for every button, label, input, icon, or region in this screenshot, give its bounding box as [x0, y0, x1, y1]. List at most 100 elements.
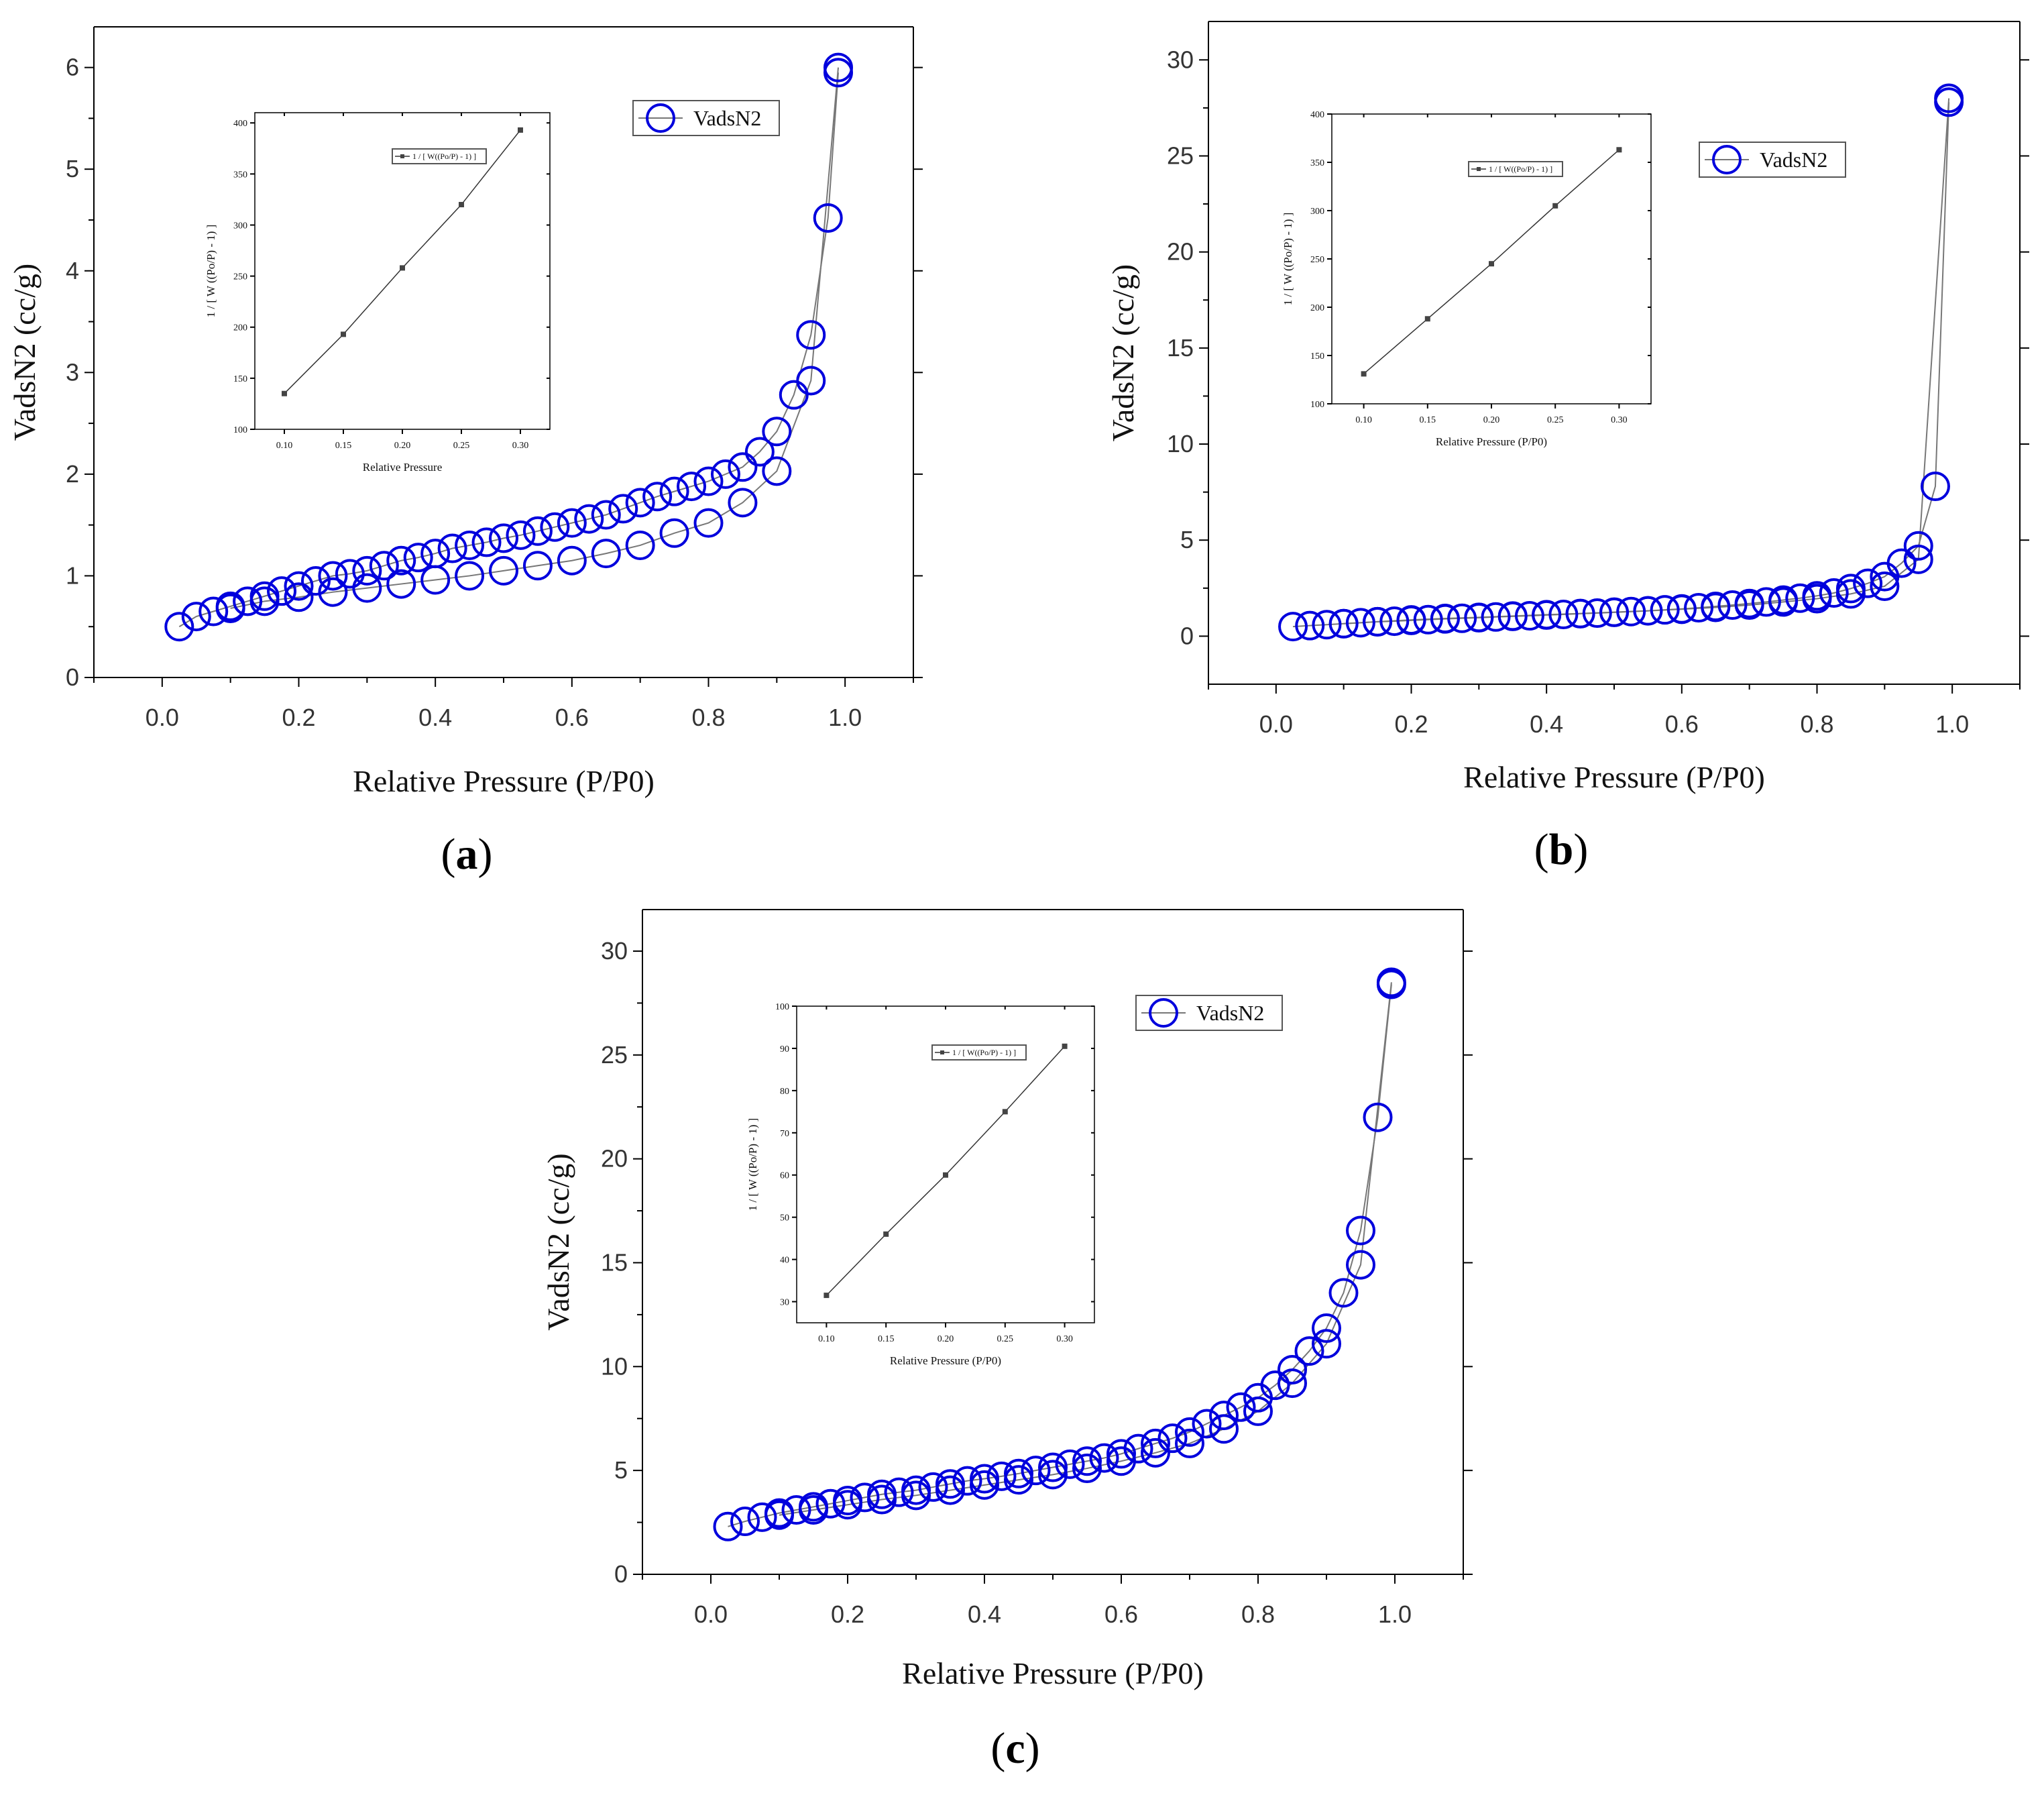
inset-y-tick-label: 200: [1310, 303, 1324, 313]
data-point-adsorption: [1650, 595, 1680, 625]
data-point-desorption: [489, 555, 518, 586]
data-point-adsorption: [1345, 608, 1375, 638]
x-tick-label: 0.8: [1800, 710, 1833, 738]
x-axis-title: Relative Pressure (P/P0): [353, 764, 655, 798]
data-point-adsorption: [608, 494, 638, 524]
inset-x-axis-title: Relative Pressure (P/P0): [1436, 435, 1547, 448]
data-point-adsorption: [318, 561, 348, 591]
panel-label-open-paren: (: [990, 1724, 1005, 1773]
data-point-desorption: [1004, 1465, 1033, 1495]
y-tick-label: 5: [614, 1456, 628, 1484]
x-tick-label: 0.8: [1241, 1600, 1275, 1628]
data-point-adsorption: [1278, 1354, 1307, 1384]
y-tick-label: 5: [66, 155, 79, 182]
panel-label-close-paren: ): [478, 830, 493, 879]
data-point-adsorption: [181, 602, 211, 632]
series-line-adsorption: [1292, 102, 1950, 628]
data-point-adsorption: [1312, 610, 1342, 640]
legend-marker: [1149, 998, 1178, 1028]
inset-legend-box: [931, 1044, 1027, 1060]
inset-legend-label: 1 / [ W((Po/P) - 1) ]: [1489, 164, 1552, 174]
data-point-adsorption: [1684, 593, 1714, 623]
inset-x-tick-label: 0.30: [1611, 415, 1628, 425]
data-point-desorption: [1141, 1437, 1170, 1468]
y-tick-label: 15: [1167, 334, 1194, 362]
inset-chart: 0.10 0.15 0.20 0.25 0.30 100 150 200 250 300 350 40…: [205, 112, 551, 474]
data-point-adsorption: [677, 472, 707, 502]
data-point-desorption: [1666, 594, 1697, 624]
y-tick-label: 20: [601, 1145, 628, 1173]
data-point-desorption: [1802, 584, 1832, 614]
y-axis-title: VadsN2 (cc/g): [541, 1153, 575, 1330]
inset-y-tick-label: 150: [233, 374, 247, 384]
x-tick-label: 1.0: [1935, 710, 1969, 738]
data-point-adsorption: [1072, 1446, 1102, 1476]
inset-legend-marker: [400, 154, 404, 158]
data-point-adsorption: [1363, 1102, 1393, 1132]
data-point-adsorption: [591, 500, 621, 530]
data-point-adsorption: [557, 508, 587, 538]
data-point-adsorption: [284, 571, 314, 601]
inset-x-axis-title: Relative Pressure: [363, 461, 443, 474]
data-point-desorption: [1175, 1428, 1204, 1458]
data-point-adsorption: [884, 1477, 914, 1507]
y-tick-label: 0: [66, 663, 79, 691]
inset-y-axis-title: 1 / [ W ((Po/P) - 1) ]: [1282, 213, 1294, 306]
panel-label-close-paren: ): [1573, 825, 1588, 874]
data-point-desorption: [935, 1475, 965, 1505]
data-point-desorption: [1243, 1396, 1273, 1426]
inset-legend-marker: [940, 1050, 944, 1054]
data-point-desorption: [659, 518, 689, 548]
y-tick-label: 10: [1167, 430, 1194, 457]
data-point-desorption: [1835, 579, 1866, 609]
data-point-desorption: [352, 573, 382, 603]
data-point-adsorption: [1582, 598, 1612, 629]
data-point-adsorption: [300, 566, 331, 596]
data-point-adsorption: [813, 203, 843, 233]
y-axis-title: VadsN2 (cc/g): [7, 264, 42, 441]
panel-label-close-paren: ): [1025, 1724, 1040, 1773]
x-tick-label: 0.6: [1665, 710, 1699, 738]
inset-data-point: [1002, 1109, 1008, 1115]
x-tick-label: 0.0: [1259, 710, 1293, 738]
inset-data-point: [518, 127, 523, 133]
data-point-desorption: [901, 1480, 931, 1511]
inset-y-tick-label: 250: [233, 272, 247, 282]
data-point-adsorption: [1038, 1452, 1068, 1482]
inset-chart: 0.10 0.15 0.20 0.25 0.30 100 150 200 250 300 350 40…: [1282, 110, 1652, 448]
x-tick-label: 0.4: [1530, 710, 1563, 738]
data-point-adsorption: [642, 482, 673, 512]
y-tick-label: 3: [66, 358, 79, 386]
data-point-desorption: [1734, 590, 1764, 620]
data-point-adsorption: [796, 320, 826, 350]
series-line-adsorption: [728, 984, 1392, 1527]
data-point-desorption: [1363, 606, 1393, 637]
data-point-desorption: [1396, 605, 1426, 635]
panel-label-open-paren: (: [1534, 825, 1549, 874]
inset-legend-label: 1 / [ W((Po/P) - 1) ]: [952, 1048, 1016, 1057]
data-point-desorption: [557, 545, 587, 576]
inset-legend-marker: [1477, 167, 1481, 171]
inset-y-tick-label: 80: [780, 1087, 789, 1097]
legend-marker: [1712, 145, 1742, 174]
inset-y-tick-label: 60: [780, 1171, 789, 1181]
x-tick-label: 0.4: [418, 704, 452, 731]
data-point-adsorption: [986, 1461, 1017, 1491]
data-point-adsorption: [1312, 1313, 1341, 1344]
data-point-adsorption: [1157, 1423, 1188, 1454]
inset-x-tick-label: 0.10: [1355, 415, 1372, 425]
data-point-adsorption: [744, 437, 775, 467]
inset-x-tick-label: 0.10: [818, 1334, 835, 1344]
data-point-desorption: [1106, 1446, 1136, 1476]
data-point-adsorption: [1346, 1215, 1375, 1246]
inset-data-point: [1616, 147, 1622, 153]
inset-y-tick-label: 350: [1310, 158, 1324, 168]
data-point-desorption: [215, 593, 245, 623]
data-point-desorption: [1278, 1368, 1307, 1399]
panel-label: (a): [441, 830, 493, 879]
inset-x-axis-title: Relative Pressure (P/P0): [890, 1354, 1001, 1367]
y-axis-title: VadsN2 (cc/g): [1106, 264, 1140, 441]
data-point-adsorption: [1785, 583, 1815, 613]
data-point-adsorption: [489, 523, 518, 553]
